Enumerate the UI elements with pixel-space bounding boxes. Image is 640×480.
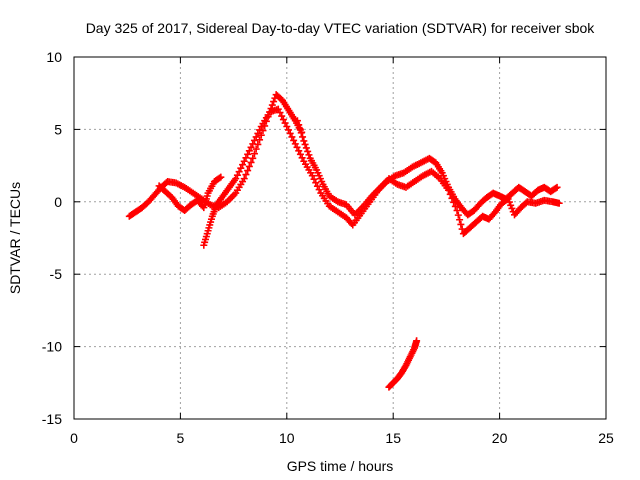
data-point bbox=[552, 184, 560, 192]
data-point bbox=[553, 183, 561, 191]
data-point bbox=[304, 147, 312, 155]
x-tick-label: 5 bbox=[177, 430, 185, 446]
data-point bbox=[451, 202, 459, 210]
data-point bbox=[305, 151, 313, 159]
data-point bbox=[302, 144, 310, 152]
plot-frame bbox=[73, 56, 607, 420]
data-point bbox=[244, 167, 252, 175]
x-axis-title: GPS time / hours bbox=[287, 458, 394, 474]
data-point bbox=[247, 158, 255, 166]
data-point bbox=[457, 220, 465, 228]
data-point bbox=[445, 186, 453, 194]
data-point bbox=[555, 199, 563, 207]
y-axis-title: SDTVAR / TECUs bbox=[7, 182, 23, 294]
y-tick-label: -5 bbox=[50, 266, 63, 282]
series-track-5 bbox=[385, 337, 421, 391]
data-point bbox=[295, 121, 303, 129]
y-tick-label: 0 bbox=[54, 194, 62, 210]
data-point bbox=[216, 174, 224, 182]
data-point bbox=[450, 198, 458, 206]
data-point bbox=[453, 206, 461, 214]
y-tick-label: -10 bbox=[42, 339, 62, 355]
series-track-3 bbox=[200, 105, 561, 249]
x-tick-label: 0 bbox=[70, 430, 78, 446]
y-tick-label: 10 bbox=[46, 49, 62, 65]
series-track-4 bbox=[293, 117, 563, 238]
y-tick-label: -15 bbox=[42, 411, 62, 427]
data-point bbox=[301, 140, 309, 148]
data-point bbox=[250, 150, 258, 158]
data-point bbox=[413, 337, 421, 345]
data-point bbox=[505, 198, 513, 206]
data-point bbox=[249, 154, 257, 162]
data-point bbox=[300, 137, 308, 145]
y-tick-label: 5 bbox=[54, 121, 62, 137]
data-point bbox=[446, 190, 454, 198]
data-point bbox=[293, 117, 301, 125]
data-point bbox=[242, 171, 250, 179]
data-point bbox=[507, 201, 515, 209]
data-point bbox=[252, 145, 260, 153]
data-point bbox=[217, 173, 225, 181]
series-track-2 bbox=[155, 173, 225, 214]
data-point bbox=[240, 175, 248, 183]
data-point bbox=[508, 204, 516, 212]
chart-title: Day 325 of 2017, Sidereal Day-to-day VTE… bbox=[86, 20, 596, 36]
x-tick-label: 15 bbox=[385, 430, 401, 446]
tick-labels: 0 5 10 15 20 25 10 5 0 -5 -10 -15 bbox=[42, 49, 614, 446]
data-point bbox=[270, 98, 278, 106]
x-tick-label: 25 bbox=[598, 430, 614, 446]
x-tick-label: 10 bbox=[279, 430, 295, 446]
data-point bbox=[297, 129, 305, 137]
data-point bbox=[504, 195, 512, 203]
data-series bbox=[125, 91, 563, 391]
data-point bbox=[448, 194, 456, 202]
x-tick-label: 20 bbox=[492, 430, 508, 446]
data-point bbox=[454, 211, 462, 219]
data-point bbox=[296, 125, 304, 133]
data-point bbox=[268, 101, 276, 109]
data-point bbox=[299, 133, 307, 141]
data-point bbox=[456, 216, 464, 224]
data-point bbox=[245, 162, 253, 170]
